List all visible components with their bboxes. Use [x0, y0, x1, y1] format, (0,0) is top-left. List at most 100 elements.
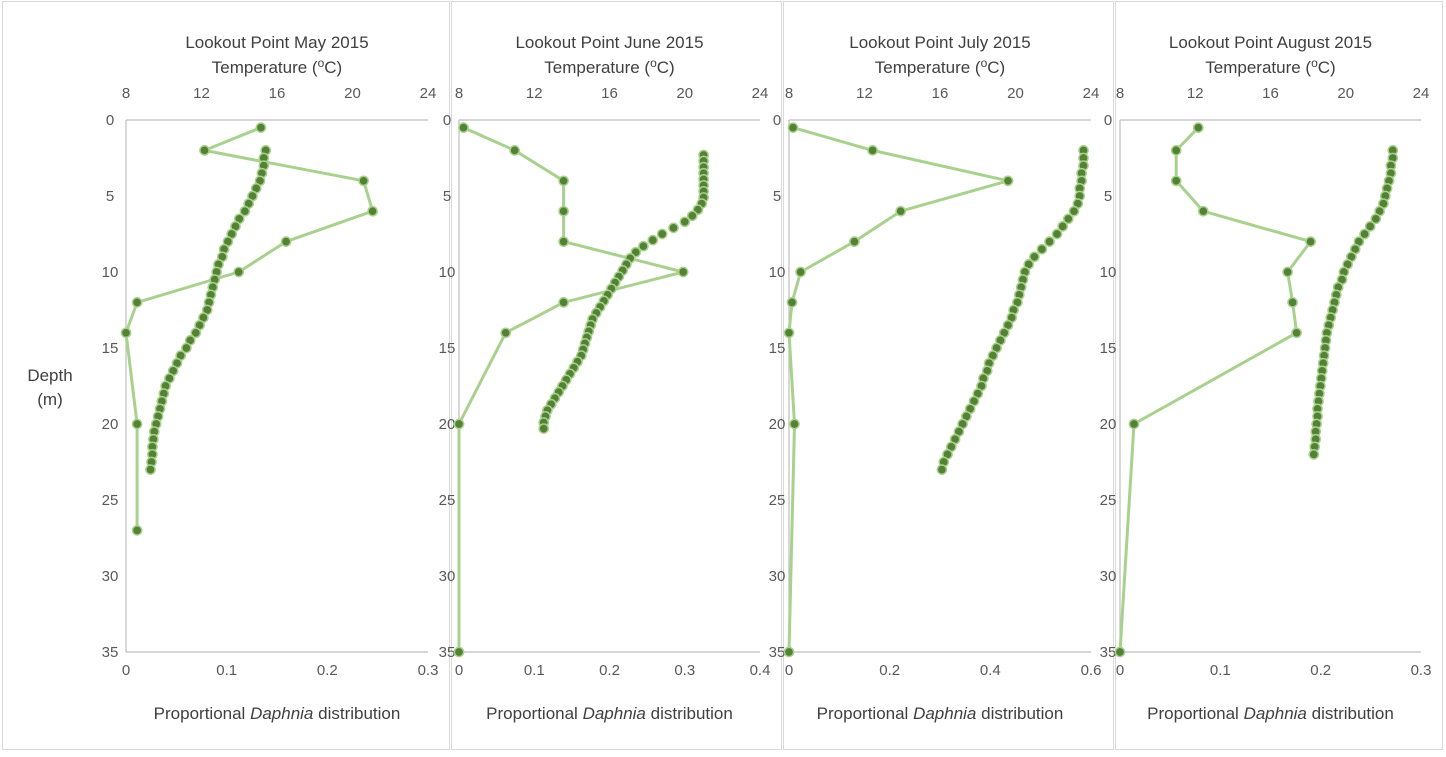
- temperature-series: [936, 145, 1089, 475]
- daphnia-series: [120, 122, 378, 536]
- x-axis-label-prefix: Proportional: [1147, 704, 1243, 723]
- x-axis-label-italic: Daphnia: [583, 704, 646, 723]
- daphnia-point: [783, 646, 795, 658]
- top-axis-label: Temperature (oC): [212, 56, 342, 77]
- x-axis-label-italic: Daphnia: [913, 704, 976, 723]
- y-tick-label: 15: [102, 340, 119, 357]
- x-axis-label-suffix: distribution: [646, 704, 733, 723]
- top-tick-label: 8: [1116, 85, 1124, 102]
- top-axis-label-suffix: C): [324, 58, 342, 77]
- daphnia-point: [233, 266, 245, 278]
- top-tick-label: 20: [1337, 85, 1354, 102]
- top-axis-label-prefix: Temperature (: [544, 58, 650, 77]
- temperature-point: [181, 342, 192, 354]
- daphnia-point: [867, 145, 878, 156]
- y-tick-label: 10: [102, 264, 119, 281]
- daphnia-point: [1305, 236, 1316, 247]
- bottom-tick-label: 0.2: [599, 662, 620, 679]
- daphnia-point: [558, 175, 569, 187]
- top-tick-label: 20: [1007, 85, 1024, 102]
- chart-panel-1: Lookout Point May 2015 Temperature (oC) 0 5…: [2, 1, 450, 750]
- temperature-point: [1051, 228, 1063, 240]
- x-axis-label: Proportional Daphnia distribution: [1147, 704, 1394, 723]
- chart-panel-3: Lookout Point July 2015 Temperature (oC) 0…: [769, 1, 1114, 750]
- x-axis-label: Proportional Daphnia distribution: [817, 704, 1064, 723]
- top-tick-label: 16: [932, 85, 949, 102]
- daphnia-point: [367, 205, 378, 217]
- daphnia-point: [1291, 327, 1302, 339]
- daphnia-point: [1002, 175, 1014, 187]
- bottom-tick-label: 0.1: [1210, 662, 1231, 679]
- y-tick-label: 10: [769, 264, 786, 281]
- y-tick-label: 20: [769, 416, 786, 433]
- daphnia-line: [124, 126, 375, 531]
- top-axis-label-unit: o: [650, 56, 657, 70]
- top-tick-label: 12: [1187, 85, 1204, 102]
- bottom-tick-label: 0.3: [674, 662, 695, 679]
- x-axis-label-prefix: Proportional: [154, 704, 250, 723]
- top-axis-label-unit: o: [1311, 56, 1318, 70]
- y-tick-label: 35: [1100, 644, 1117, 661]
- top-tick-label: 16: [1262, 85, 1279, 102]
- y-tick-label: 20: [1100, 416, 1117, 433]
- y-tick-label: 20: [102, 416, 119, 433]
- bottom-tick-label: 0.4: [980, 662, 1001, 679]
- x-axis-label-suffix: distribution: [313, 704, 400, 723]
- top-axis-label-prefix: Temperature (: [875, 58, 981, 77]
- bottom-tick-label: 0: [1116, 662, 1124, 679]
- y-tick-label: 0: [443, 112, 451, 129]
- daphnia-point: [131, 525, 143, 536]
- top-axis-label: Temperature (oC): [544, 56, 674, 77]
- chart-title: Lookout Point May 2015: [185, 33, 368, 52]
- top-axis-label: Temperature (oC): [1205, 56, 1335, 77]
- temperature-point: [1036, 243, 1048, 255]
- y-tick-label: 30: [769, 568, 786, 585]
- daphnia-point: [895, 205, 907, 217]
- top-tick-label: 16: [269, 85, 286, 102]
- top-tick-label: 12: [526, 85, 543, 102]
- top-axis-label-prefix: Temperature (: [1205, 58, 1311, 77]
- temperature-series: [145, 145, 272, 475]
- y-tick-label: 25: [1100, 492, 1117, 509]
- daphnia-point: [255, 122, 267, 133]
- bottom-tick-label: 0.2: [317, 662, 338, 679]
- temperature-point: [936, 464, 948, 475]
- y-tick-label: 30: [439, 568, 456, 585]
- panel-border: [783, 1, 1114, 750]
- daphnia-point: [1114, 646, 1126, 658]
- y-tick-label: 15: [439, 340, 456, 357]
- daphnia-point: [453, 646, 465, 658]
- temperature-point: [239, 205, 251, 217]
- temperature-point: [1359, 228, 1370, 240]
- y-tick-label: 25: [769, 492, 786, 509]
- daphnia-point: [131, 418, 143, 430]
- top-axis-label-prefix: Temperature (: [212, 58, 318, 77]
- daphnia-point: [120, 327, 132, 339]
- temperature-point: [679, 216, 691, 228]
- daphnia-point: [789, 418, 800, 430]
- daphnia-point: [1192, 122, 1204, 133]
- y-tick-label: 25: [102, 492, 119, 509]
- daphnia-point: [849, 236, 860, 247]
- temperature-point: [1029, 251, 1040, 263]
- top-tick-label: 20: [676, 85, 693, 102]
- daphnia-point: [453, 418, 465, 430]
- temperature-point: [1308, 449, 1320, 460]
- top-axis-label-suffix: C): [1318, 58, 1336, 77]
- y-tick-label: 5: [106, 188, 114, 205]
- x-axis-label-italic: Daphnia: [1244, 704, 1307, 723]
- top-tick-label: 24: [752, 85, 769, 102]
- bottom-tick-label: 0.3: [1411, 662, 1432, 679]
- temperature-series: [1308, 145, 1399, 460]
- bottom-tick-label: 0.6: [1081, 662, 1102, 679]
- daphnia-point: [1197, 205, 1209, 217]
- bottom-tick-label: 0: [455, 662, 463, 679]
- daphnia-line: [787, 126, 1010, 653]
- daphnia-point: [199, 145, 210, 156]
- y-tick-label: 0: [773, 112, 781, 129]
- daphnia-point: [458, 122, 469, 133]
- daphnia-point: [1128, 418, 1140, 430]
- daphnia-point: [787, 122, 799, 133]
- temperature-point: [1364, 221, 1376, 232]
